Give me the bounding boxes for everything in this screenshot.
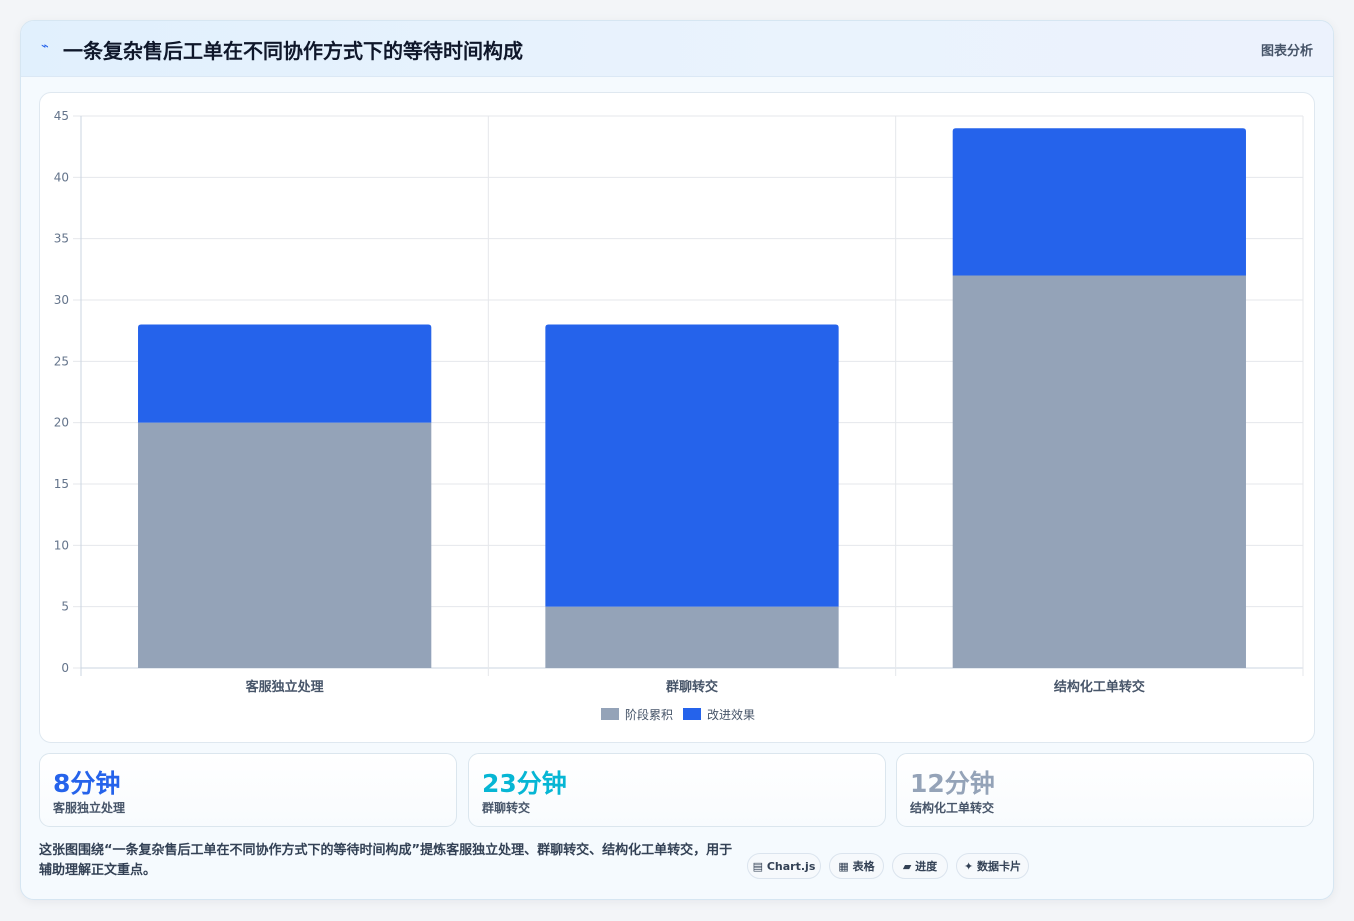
legend-label: 阶段累积 xyxy=(625,707,673,722)
stat-label: 客服独立处理 xyxy=(53,801,126,815)
stat-value: 23分钟 xyxy=(482,769,567,798)
stacked-bar-chart: 0 5 10 15 20 25 30 35 40 45 客服独立处理 群聊转交 结构化工单转交 阶段累积… xyxy=(54,109,1304,722)
chart-analysis-label[interactable]: 图表分析 xyxy=(1260,44,1313,59)
stat-value: 12分钟 xyxy=(910,769,995,798)
card-title: 一条复杂售后工单在不同协作方式下的等待时间构成 xyxy=(63,39,523,63)
bar-segment-accumulated xyxy=(952,275,1246,668)
y-tick-label: 0 xyxy=(61,661,69,675)
x-category-label: 结构化工单转交 xyxy=(1054,679,1145,695)
progress-icon: ▰ xyxy=(902,860,912,873)
x-category-label: 客服独立处理 xyxy=(246,679,324,695)
y-tick-label: 20 xyxy=(54,416,69,430)
legend-swatch xyxy=(601,708,619,720)
stat-value: 8分钟 xyxy=(53,769,121,798)
chart-card: ⌁ 一条复杂售后工单在不同协作方式下的等待时间构成 图表分析 0 5 10 15 20 2… xyxy=(20,20,1334,900)
tag-data-card[interactable]: ✦ 数据卡片 xyxy=(956,853,1029,879)
stat-card-standalone: 8分钟 客服独立处理 xyxy=(39,753,457,827)
tag-table[interactable]: ▦ 表格 xyxy=(829,853,884,879)
tag-label: 进度 xyxy=(915,860,938,873)
stat-card-structured-ticket: 12分钟 结构化工单转交 xyxy=(896,753,1314,827)
y-tick-label: 5 xyxy=(61,600,69,614)
card-header: ⌁ 一条复杂售后工单在不同协作方式下的等待时间构成 图表分析 xyxy=(21,21,1333,77)
stat-card-group-chat: 23分钟 群聊转交 xyxy=(468,753,886,827)
table-icon: ▦ xyxy=(838,860,849,873)
bar-segment-accumulated xyxy=(545,606,839,668)
y-tick-label: 35 xyxy=(54,232,69,246)
y-tick-label: 45 xyxy=(54,109,69,123)
data-card-icon: ✦ xyxy=(963,860,974,873)
tag-chartjs[interactable]: ▤ Chart.js xyxy=(747,853,821,879)
stat-label: 结构化工单转交 xyxy=(910,801,995,815)
tag-progress[interactable]: ▰ 进度 xyxy=(892,853,948,879)
chart-icon: ▤ xyxy=(752,860,764,873)
chart-panel: 0 5 10 15 20 25 30 35 40 45 客服独立处理 群聊转交 结构化工单转交 阶段累积… xyxy=(39,92,1315,743)
x-category-label: 群聊转交 xyxy=(666,679,718,695)
y-tick-label: 40 xyxy=(54,170,69,184)
stat-label: 群聊转交 xyxy=(482,801,531,815)
y-tick-label: 30 xyxy=(54,293,69,307)
tag-label: 数据卡片 xyxy=(977,860,1022,873)
lightning-icon: ⌁ xyxy=(41,39,49,54)
bar-segment-improvement xyxy=(545,324,839,607)
y-tick-label: 10 xyxy=(54,538,69,552)
bar-segment-improvement xyxy=(138,324,432,423)
tag-label: 表格 xyxy=(852,860,875,873)
tag-label: Chart.js xyxy=(766,860,816,873)
bar-segment-improvement xyxy=(952,128,1246,276)
bar-segment-accumulated xyxy=(138,422,432,668)
legend-swatch xyxy=(683,708,701,720)
y-tick-label: 25 xyxy=(54,354,69,368)
legend-label: 改进效果 xyxy=(707,707,755,722)
y-tick-label: 15 xyxy=(54,477,69,491)
chart-caption: 这张图围绕“一条复杂售后工单在不同协作方式下的等待时间构成”提炼客服独立处理、群… xyxy=(39,843,733,878)
